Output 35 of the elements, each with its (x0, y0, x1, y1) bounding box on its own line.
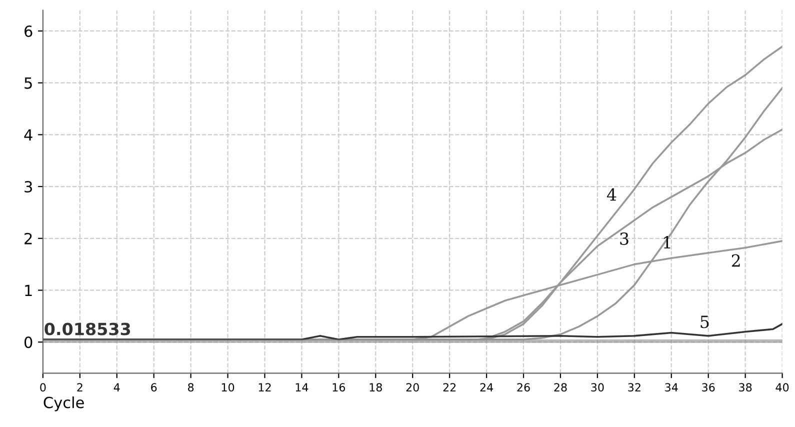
y-tick-label: 5 (24, 78, 32, 89)
x-tick-label: 40 (776, 383, 789, 392)
x-tick-label: 38 (739, 383, 752, 392)
x-tick-label: 10 (222, 383, 234, 392)
x-tick-label: 0 (40, 383, 46, 392)
y-tick-label: 6 (24, 25, 32, 38)
series-label: 2 (732, 254, 740, 267)
x-tick-label: 28 (554, 383, 567, 392)
x-axis-title: Cycle (44, 396, 84, 412)
x-tick-label: 6 (151, 383, 157, 392)
x-tick-label: 32 (628, 383, 640, 392)
x-tick-label: 12 (258, 383, 271, 392)
x-tick-label: 20 (406, 383, 419, 392)
x-tick-label: 36 (702, 383, 715, 392)
x-tick-label: 30 (591, 383, 604, 392)
y-tick-label: 3 (24, 181, 32, 193)
x-tick-label: 14 (296, 383, 308, 392)
x-tick-label: 26 (517, 383, 530, 392)
ref-line-label: 0.018533 (44, 322, 130, 336)
series-label: 3 (620, 232, 628, 245)
x-tick-label: 4 (114, 383, 120, 392)
x-tick-label: 24 (480, 383, 493, 392)
y-tick-label: 0 (24, 336, 32, 348)
series-label: 4 (606, 188, 616, 201)
x-tick-label: 16 (332, 383, 346, 392)
x-tick-label: 2 (77, 383, 82, 392)
x-tick-label: 34 (665, 383, 678, 392)
x-tick-label: 18 (370, 383, 382, 392)
x-tick-label: 22 (443, 383, 456, 392)
y-tick-label: 2 (24, 232, 32, 244)
series-label: 5 (700, 316, 709, 328)
y-tick-label: 1 (25, 284, 32, 296)
x-tick-label: 8 (188, 383, 194, 392)
series-label: 1 (664, 236, 670, 248)
y-tick-label: 4 (24, 129, 32, 140)
